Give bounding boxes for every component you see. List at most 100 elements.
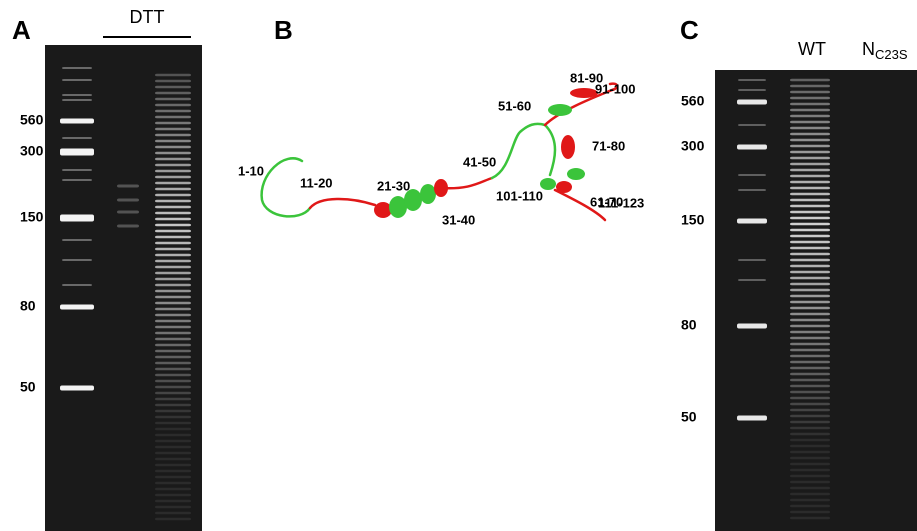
band [790,451,830,454]
band [790,289,830,292]
band [790,373,830,376]
band [790,187,830,190]
band [790,259,830,262]
band [155,104,191,107]
band [155,194,191,197]
band [790,235,830,238]
band [790,469,830,472]
band [790,301,830,304]
lane-label-sub: C23S [875,47,908,62]
band [155,482,191,485]
band [62,137,92,139]
band [155,362,191,365]
band [155,266,191,269]
band [155,74,191,77]
band [155,518,191,521]
band [60,215,94,222]
band [155,386,191,389]
marker-label: 560 [20,112,44,128]
band [790,319,830,322]
band [155,200,191,203]
marker-label: 300 [681,138,705,154]
band [737,416,767,421]
band [155,230,191,233]
band [790,79,830,82]
band [790,271,830,274]
band [790,103,830,106]
band [738,259,766,261]
band [155,344,191,347]
band [155,338,191,341]
band [790,403,830,406]
band [155,380,191,383]
band [155,290,191,293]
band [790,91,830,94]
band [790,421,830,424]
band [155,302,191,305]
band [790,367,830,370]
band [60,386,94,391]
band [790,151,830,154]
band [790,505,830,508]
band [790,127,830,130]
band [790,475,830,478]
band [790,463,830,466]
band [155,404,191,407]
band [790,433,830,436]
band [737,100,767,105]
band [155,446,191,449]
band [155,476,191,479]
band [790,193,830,196]
band [155,296,191,299]
band [790,283,830,286]
band [155,440,191,443]
band [790,379,830,382]
segment-label: 31-40 [442,212,475,227]
band [155,278,191,281]
band [790,331,830,334]
band [790,133,830,136]
band [790,175,830,178]
figure: A DTT + - B 1-1011-2021-3031-4041-5051-6… [0,0,917,531]
band [155,182,191,185]
band [117,225,139,228]
segment-label: 1-10 [238,163,264,178]
band [155,500,191,503]
band [738,174,766,176]
band [155,356,191,359]
band [790,199,830,202]
band [790,247,830,250]
band [155,320,191,323]
marker-label: 300 [20,143,44,159]
band [155,314,191,317]
band [155,308,191,311]
band [790,295,830,298]
band [155,152,191,155]
band [62,179,92,181]
band [790,457,830,460]
band [738,89,766,91]
band [790,121,830,124]
band [790,277,830,280]
band [790,157,830,160]
band [62,284,92,286]
band [155,398,191,401]
band [155,176,191,179]
band [790,169,830,172]
band [790,211,830,214]
band [790,397,830,400]
band [790,181,830,184]
segment-label: 101-110 [496,188,543,203]
band [155,260,191,263]
band [155,188,191,191]
band [155,332,191,335]
band [62,94,92,96]
marker-label: 80 [20,298,36,314]
band [155,110,191,113]
band [790,415,830,418]
band [790,493,830,496]
band [62,239,92,241]
band [790,445,830,448]
band [117,185,139,188]
band [62,169,92,171]
